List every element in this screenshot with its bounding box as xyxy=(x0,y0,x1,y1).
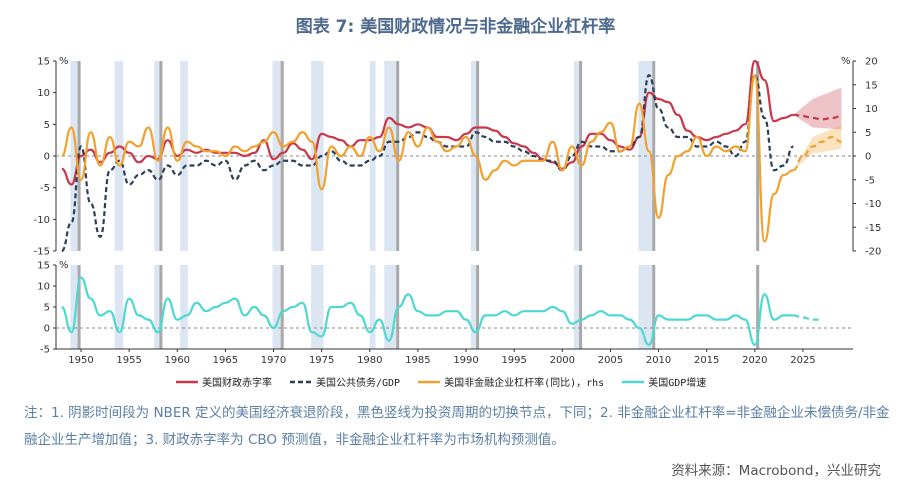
right-tick-label: -15 xyxy=(865,223,881,234)
bottom-tick-label: 0 xyxy=(44,324,50,335)
recession-band-bottom xyxy=(369,265,376,349)
x-tick-label: 2000 xyxy=(550,355,575,366)
chart-title: 图表 7: 美国财政情况与非金融企业杠杆率 xyxy=(295,17,616,37)
right-tick-label: 10 xyxy=(865,104,878,115)
right-tick-label: 20 xyxy=(865,57,878,68)
legend-gdp-label: 美国GDP增速 xyxy=(648,378,707,389)
legend-leverage-label: 美国非金融企业杠杆率(同比)，rhs xyxy=(444,378,605,389)
recession-band-bottom xyxy=(638,265,654,349)
right-tick-label: -5 xyxy=(865,175,875,186)
left-tick-label: -15 xyxy=(34,247,50,258)
recession-band-bottom xyxy=(70,265,80,349)
left-tick-label: 15 xyxy=(37,57,50,68)
recession-band-bottom xyxy=(154,265,161,349)
legend-debt: 美国公共债务/GDP xyxy=(290,374,400,389)
right-unit-label: % xyxy=(841,56,851,67)
left-tick-label: -5 xyxy=(40,183,50,194)
x-tick-label: 2010 xyxy=(646,355,671,366)
recession-band-bottom xyxy=(180,265,188,349)
forecast-band xyxy=(793,87,842,130)
recession-band-bottom xyxy=(573,265,581,349)
chart-canvas: 151050-5-10-1520151050-5-10-15-20151050-… xyxy=(34,56,882,366)
x-tick-label: 2015 xyxy=(694,355,719,366)
x-tick-label: 1995 xyxy=(501,355,526,366)
left-tick-label: 0 xyxy=(44,152,50,163)
x-tick-label: 1980 xyxy=(357,355,382,366)
legend-debt-label: 美国公共债务/GDP xyxy=(316,378,401,389)
legend-deficit: 美国财政赤字率 xyxy=(176,374,272,389)
footnote: 注：1. 阴影时间段为 NBER 定义的美国经济衰退阶段，黑色竖线为投资周期的切… xyxy=(24,405,890,448)
deficit-line xyxy=(61,59,794,186)
source-note: 资料来源：Macrobond，兴业研究 xyxy=(671,463,881,479)
x-tick-label: 1955 xyxy=(116,355,141,366)
legend-deficit-label: 美国财政赤字率 xyxy=(202,378,272,389)
recession-band-bottom xyxy=(470,265,478,349)
deficit-line-forecast xyxy=(793,113,842,121)
x-tick-label: 1965 xyxy=(213,355,238,366)
x-tick-label: 1985 xyxy=(405,355,430,366)
leverage-line-forecast xyxy=(792,135,842,172)
right-tick-label: -20 xyxy=(865,247,881,258)
bottom-tick-label: 5 xyxy=(44,303,50,314)
recession-band-bottom xyxy=(114,265,124,349)
left-unit-label: % xyxy=(59,56,69,67)
x-tick-label: 2025 xyxy=(790,355,815,366)
gdp-line-forecast xyxy=(793,314,823,321)
x-tick-label: 1950 xyxy=(68,355,93,366)
legend: 美国财政赤字率 美国公共债务/GDP 美国非金融企业杠杆率(同比)，rhs 美国… xyxy=(176,374,706,389)
right-tick-label: 5 xyxy=(865,128,871,139)
recession-band-top xyxy=(369,61,376,251)
bottom-tick-label: 10 xyxy=(37,282,50,293)
right-tick-label: 0 xyxy=(865,152,871,163)
bottom-unit-label: % xyxy=(59,260,69,271)
axes: 151050-5-10-1520151050-5-10-15-20151050-… xyxy=(34,56,882,366)
right-tick-label: -10 xyxy=(865,199,881,210)
recession-band-top xyxy=(154,61,161,251)
left-tick-label: -10 xyxy=(34,215,50,226)
left-tick-label: 10 xyxy=(37,88,50,99)
bottom-tick-label: -5 xyxy=(40,345,50,356)
recession-band-bottom xyxy=(272,265,283,349)
recession-band-top xyxy=(311,61,324,251)
x-tick-label: 2020 xyxy=(742,355,767,366)
leverage-line xyxy=(60,74,794,243)
x-tick-label: 1975 xyxy=(309,355,334,366)
forecast-band xyxy=(793,125,842,171)
debt-line xyxy=(60,74,794,253)
right-tick-label: 15 xyxy=(865,80,878,91)
x-tick-label: 2005 xyxy=(598,355,623,366)
recession-band-top xyxy=(384,61,398,251)
recession-band-top xyxy=(114,61,124,251)
x-tick-label: 1960 xyxy=(165,355,190,366)
series-lines xyxy=(60,59,842,346)
bottom-tick-label: 15 xyxy=(37,261,50,272)
gdp-line xyxy=(61,276,794,346)
x-tick-label: 1990 xyxy=(453,355,478,366)
left-tick-label: 5 xyxy=(44,120,50,131)
legend-leverage: 美国非金融企业杠杆率(同比)，rhs xyxy=(418,374,604,389)
legend-gdp: 美国GDP增速 xyxy=(622,374,706,389)
x-tick-label: 1970 xyxy=(261,355,286,366)
